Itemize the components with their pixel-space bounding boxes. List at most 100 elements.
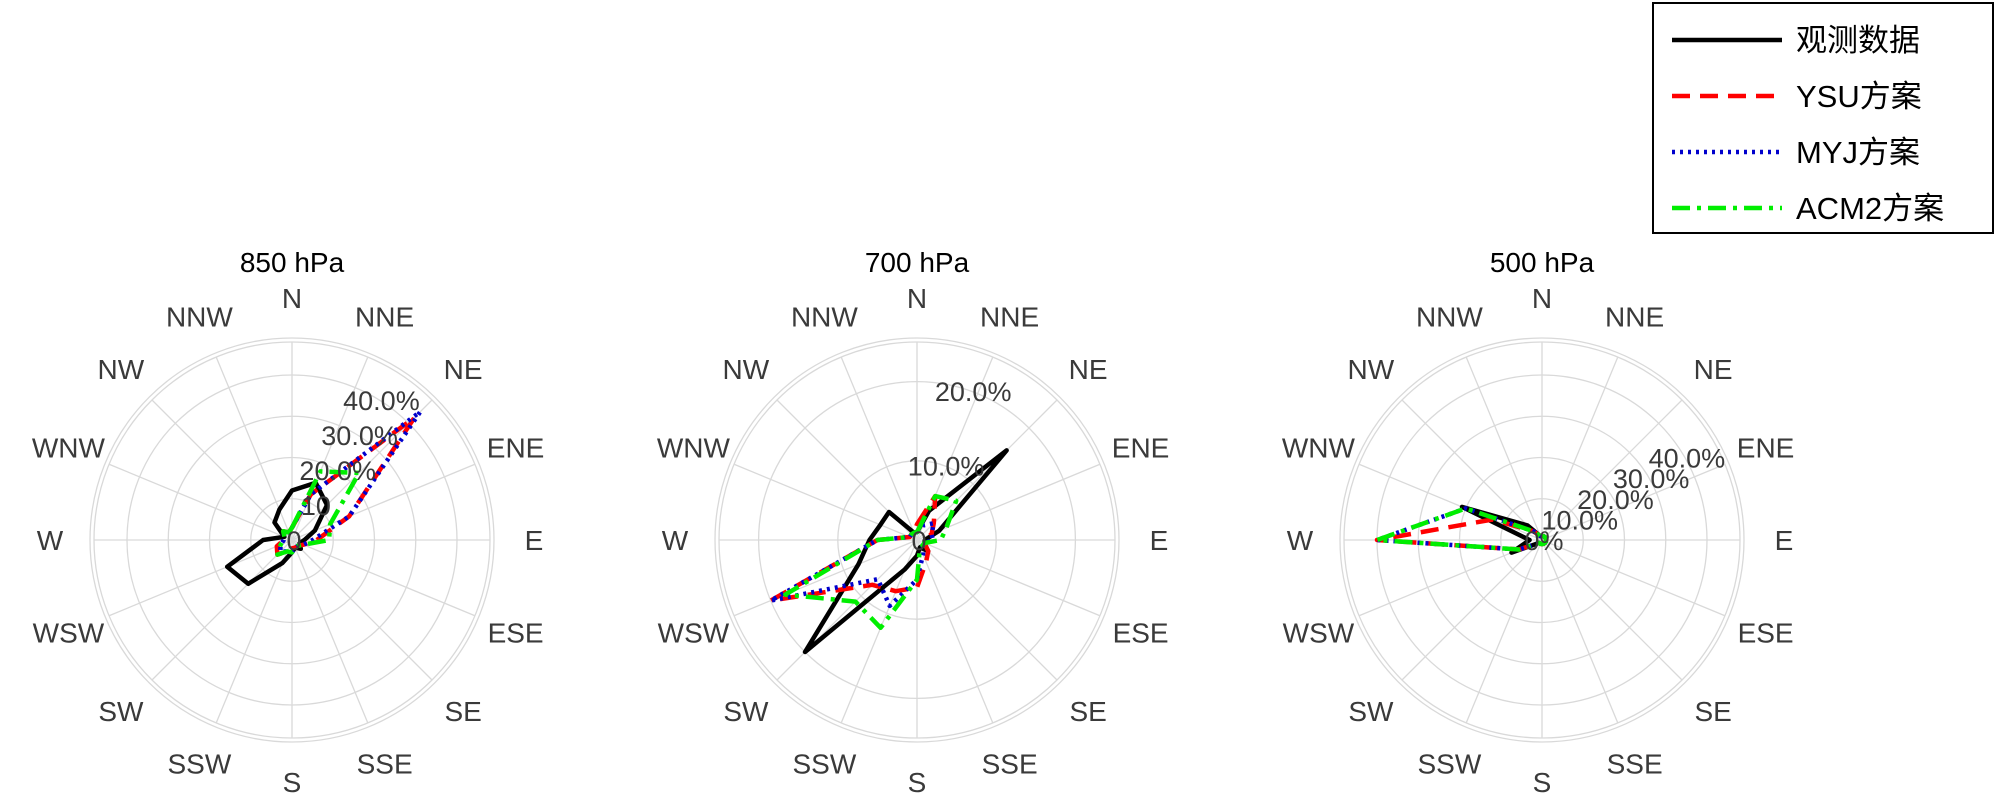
dir-label-wsw: WSW: [1283, 618, 1355, 649]
legend-label: YSU方案: [1796, 79, 1922, 114]
dir-label-nnw: NNW: [166, 301, 233, 332]
dir-label-sse: SSE: [357, 749, 413, 780]
dir-label-e: E: [525, 525, 544, 556]
dir-label-se: SE: [444, 696, 481, 727]
spoke-wnw: [733, 463, 918, 541]
dir-label-wnw: WNW: [32, 432, 106, 463]
spoke-sse: [291, 539, 369, 724]
dir-label-n: N: [1532, 283, 1552, 314]
legend-label: MYJ方案: [1796, 135, 1920, 170]
dir-label-e: E: [1150, 525, 1169, 556]
dir-label-wsw: WSW: [33, 618, 105, 649]
r-tick-label: 40.0%: [343, 386, 420, 416]
dir-label-ene: ENE: [1112, 432, 1170, 463]
legend-label: ACM2方案: [1796, 191, 1944, 226]
r-tick-label: 20.0%: [935, 377, 1012, 407]
dir-label-nw: NW: [98, 354, 145, 385]
series-acm2: [783, 493, 959, 631]
r-tick-label: 0: [286, 526, 301, 556]
series-acm2: [1374, 506, 1549, 552]
spoke-ssw: [215, 539, 293, 724]
spoke-ene: [1541, 463, 1726, 541]
r-tick-label: 0: [911, 526, 926, 556]
dir-label-nne: NNE: [1605, 301, 1664, 332]
panel-3: 500 hPa N NNE NE ENE E ESE SE SSE S SSW SW WSW W WNW NW…: [1282, 247, 1794, 798]
spoke-ne: [1541, 399, 1683, 541]
spoke-se: [291, 539, 433, 681]
panels-group: 850 hPaNNNENEENEEESESESSESSSWSWWSWWWNWNW…: [32, 247, 1794, 798]
dir-label-nw: NW: [723, 354, 770, 385]
spoke-ese: [291, 539, 476, 617]
dir-label-ne: NE: [1694, 354, 1733, 385]
dir-label-se: SE: [1069, 696, 1106, 727]
r-tick-label: 40.0%: [1649, 444, 1726, 474]
dir-label-nnw: NNW: [791, 301, 858, 332]
spoke-nw: [151, 399, 293, 541]
spoke-sse: [1541, 539, 1619, 724]
dir-label-sw: SW: [98, 696, 144, 727]
spoke-nw: [1401, 399, 1543, 541]
legend-box: [1652, 2, 1994, 234]
panel-title: 700 hPa: [865, 247, 970, 278]
legend-entry-myj: MYJ方案: [1672, 135, 1920, 170]
legend-entry-ysu: YSU方案: [1672, 79, 1922, 114]
dir-label-e: E: [1775, 525, 1794, 556]
panel-title: 500 hPa: [1490, 247, 1595, 278]
spoke-wnw: [108, 463, 293, 541]
series-ysu: [274, 415, 417, 557]
dir-label-s: S: [1533, 767, 1552, 798]
spoke-ese: [916, 539, 1101, 617]
dir-label-n: N: [282, 283, 302, 314]
dir-label-ne: NE: [444, 354, 483, 385]
spoke-ne: [916, 399, 1058, 541]
dir-label-nne: NNE: [355, 301, 414, 332]
panel-2: 700 hPa N NNE NE ENE E ESE SE SSE S SSW SW WSW W WNW NW…: [657, 247, 1169, 798]
dir-label-s: S: [908, 767, 927, 798]
spoke-wsw: [733, 539, 918, 617]
dir-label-w: W: [37, 525, 64, 556]
r-tick-label: 20.0%: [299, 456, 376, 486]
spoke-ese: [1541, 539, 1726, 617]
series-acm2: [275, 469, 362, 557]
spoke-sw: [776, 539, 918, 681]
spoke-se: [1541, 539, 1683, 681]
spoke-ssw: [1465, 539, 1543, 724]
spoke-se: [916, 539, 1058, 681]
r-tick-label: 30.0%: [1613, 464, 1690, 494]
legend: 观测数据 YSU方案 MYJ方案 ACM2方案: [1652, 2, 1994, 234]
dir-label-ese: ESE: [1113, 618, 1169, 649]
dir-label-ssw: SSW: [1418, 749, 1482, 780]
spoke-nnw: [840, 356, 918, 541]
dir-label-sw: SW: [1348, 696, 1394, 727]
r-tick-label: 10.0%: [908, 452, 985, 482]
dir-label-ene: ENE: [1737, 432, 1795, 463]
spoke-wnw: [1358, 463, 1543, 541]
dir-label-nnw: NNW: [1416, 301, 1483, 332]
dir-label-w: W: [662, 525, 689, 556]
dir-label-wsw: WSW: [658, 618, 730, 649]
dir-label-ssw: SSW: [167, 749, 231, 780]
dir-label-se: SE: [1694, 696, 1731, 727]
spoke-nne: [291, 356, 369, 541]
spoke-nne: [1541, 356, 1619, 541]
spoke-nnw: [1465, 356, 1543, 541]
legend-entries: 观测数据 YSU方案 MYJ方案 ACM2方案: [1672, 23, 1944, 226]
outer-ring-edge: [714, 337, 1120, 743]
dir-label-nw: NW: [1348, 354, 1395, 385]
dir-label-ese: ESE: [488, 618, 544, 649]
series-myj: [768, 520, 937, 609]
spoke-ene: [291, 463, 476, 541]
panel-1: 850 hPa N NNE NE ENE E ESE SE SSE S SSW SW WSW W WNW NW…: [32, 247, 544, 798]
dir-label-wnw: WNW: [1282, 432, 1356, 463]
r-tick-label: 10.0%: [1541, 505, 1618, 535]
dir-label-n: N: [907, 283, 927, 314]
dir-label-s: S: [283, 767, 302, 798]
legend-entry-observed: 观测数据: [1672, 23, 1920, 58]
dir-label-ssw: SSW: [793, 749, 857, 780]
dir-label-w: W: [1287, 525, 1314, 556]
dir-label-nne: NNE: [980, 301, 1039, 332]
spoke-sw: [1401, 539, 1543, 681]
r-tick-label: 10: [301, 491, 331, 521]
panel-title: 850 hPa: [240, 247, 345, 278]
